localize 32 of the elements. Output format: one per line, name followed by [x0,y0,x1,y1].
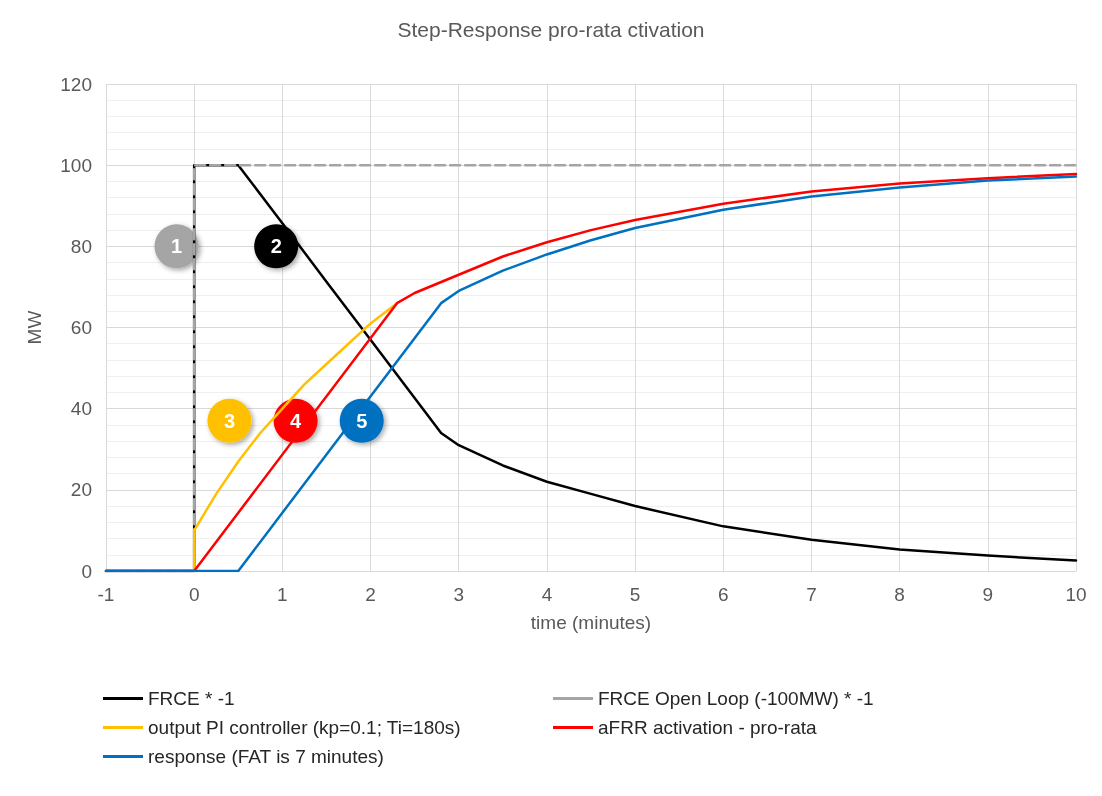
annotation: 4 [290,409,303,432]
x-axis-title: time (minutes) [530,612,652,633]
annotation: 1 [170,235,183,258]
legend-label: output PI controller (kp=0.1; Ti=180s) [148,717,461,738]
x-tick-label: 2 [365,584,376,605]
x-tick-label: 5 [629,584,641,605]
y-tick-label: 0 [81,560,92,582]
legend-label: aFRR activation - pro-rata [598,717,818,738]
annotation: 2 [270,235,282,258]
x-tick-label: 8 [894,584,905,605]
x-tick-label: 4 [541,584,553,605]
y-tick-label: 100 [60,154,92,176]
x-tick-label: 9 [982,584,994,605]
y-tick-label: 20 [70,479,92,501]
y-tick-label: 120 [60,73,92,95]
x-tick-label: 6 [717,584,729,605]
y-tick-label: 80 [70,235,92,257]
legend-label: FRCE * -1 [148,688,235,709]
x-tick-label: 7 [806,584,817,605]
x-tick-label: 10 [1065,584,1087,605]
y-tick-label: 60 [70,317,92,338]
chart-title: Step-Response pro-rata ctivation [397,18,705,41]
y-tick-label: 40 [70,398,92,420]
x-tick-label: 3 [453,584,465,605]
y-axis-title: MW [24,310,45,345]
legend-label: response (FAT is 7 minutes) [148,746,384,767]
x-tick-label: 0 [188,584,200,605]
x-tick-label: -1 [97,584,115,605]
annotation: 3 [223,409,236,432]
x-tick-label: 1 [277,584,288,605]
legend-label: FRCE Open Loop (-100MW) * -1 [598,688,874,709]
annotation: 5 [356,409,368,432]
